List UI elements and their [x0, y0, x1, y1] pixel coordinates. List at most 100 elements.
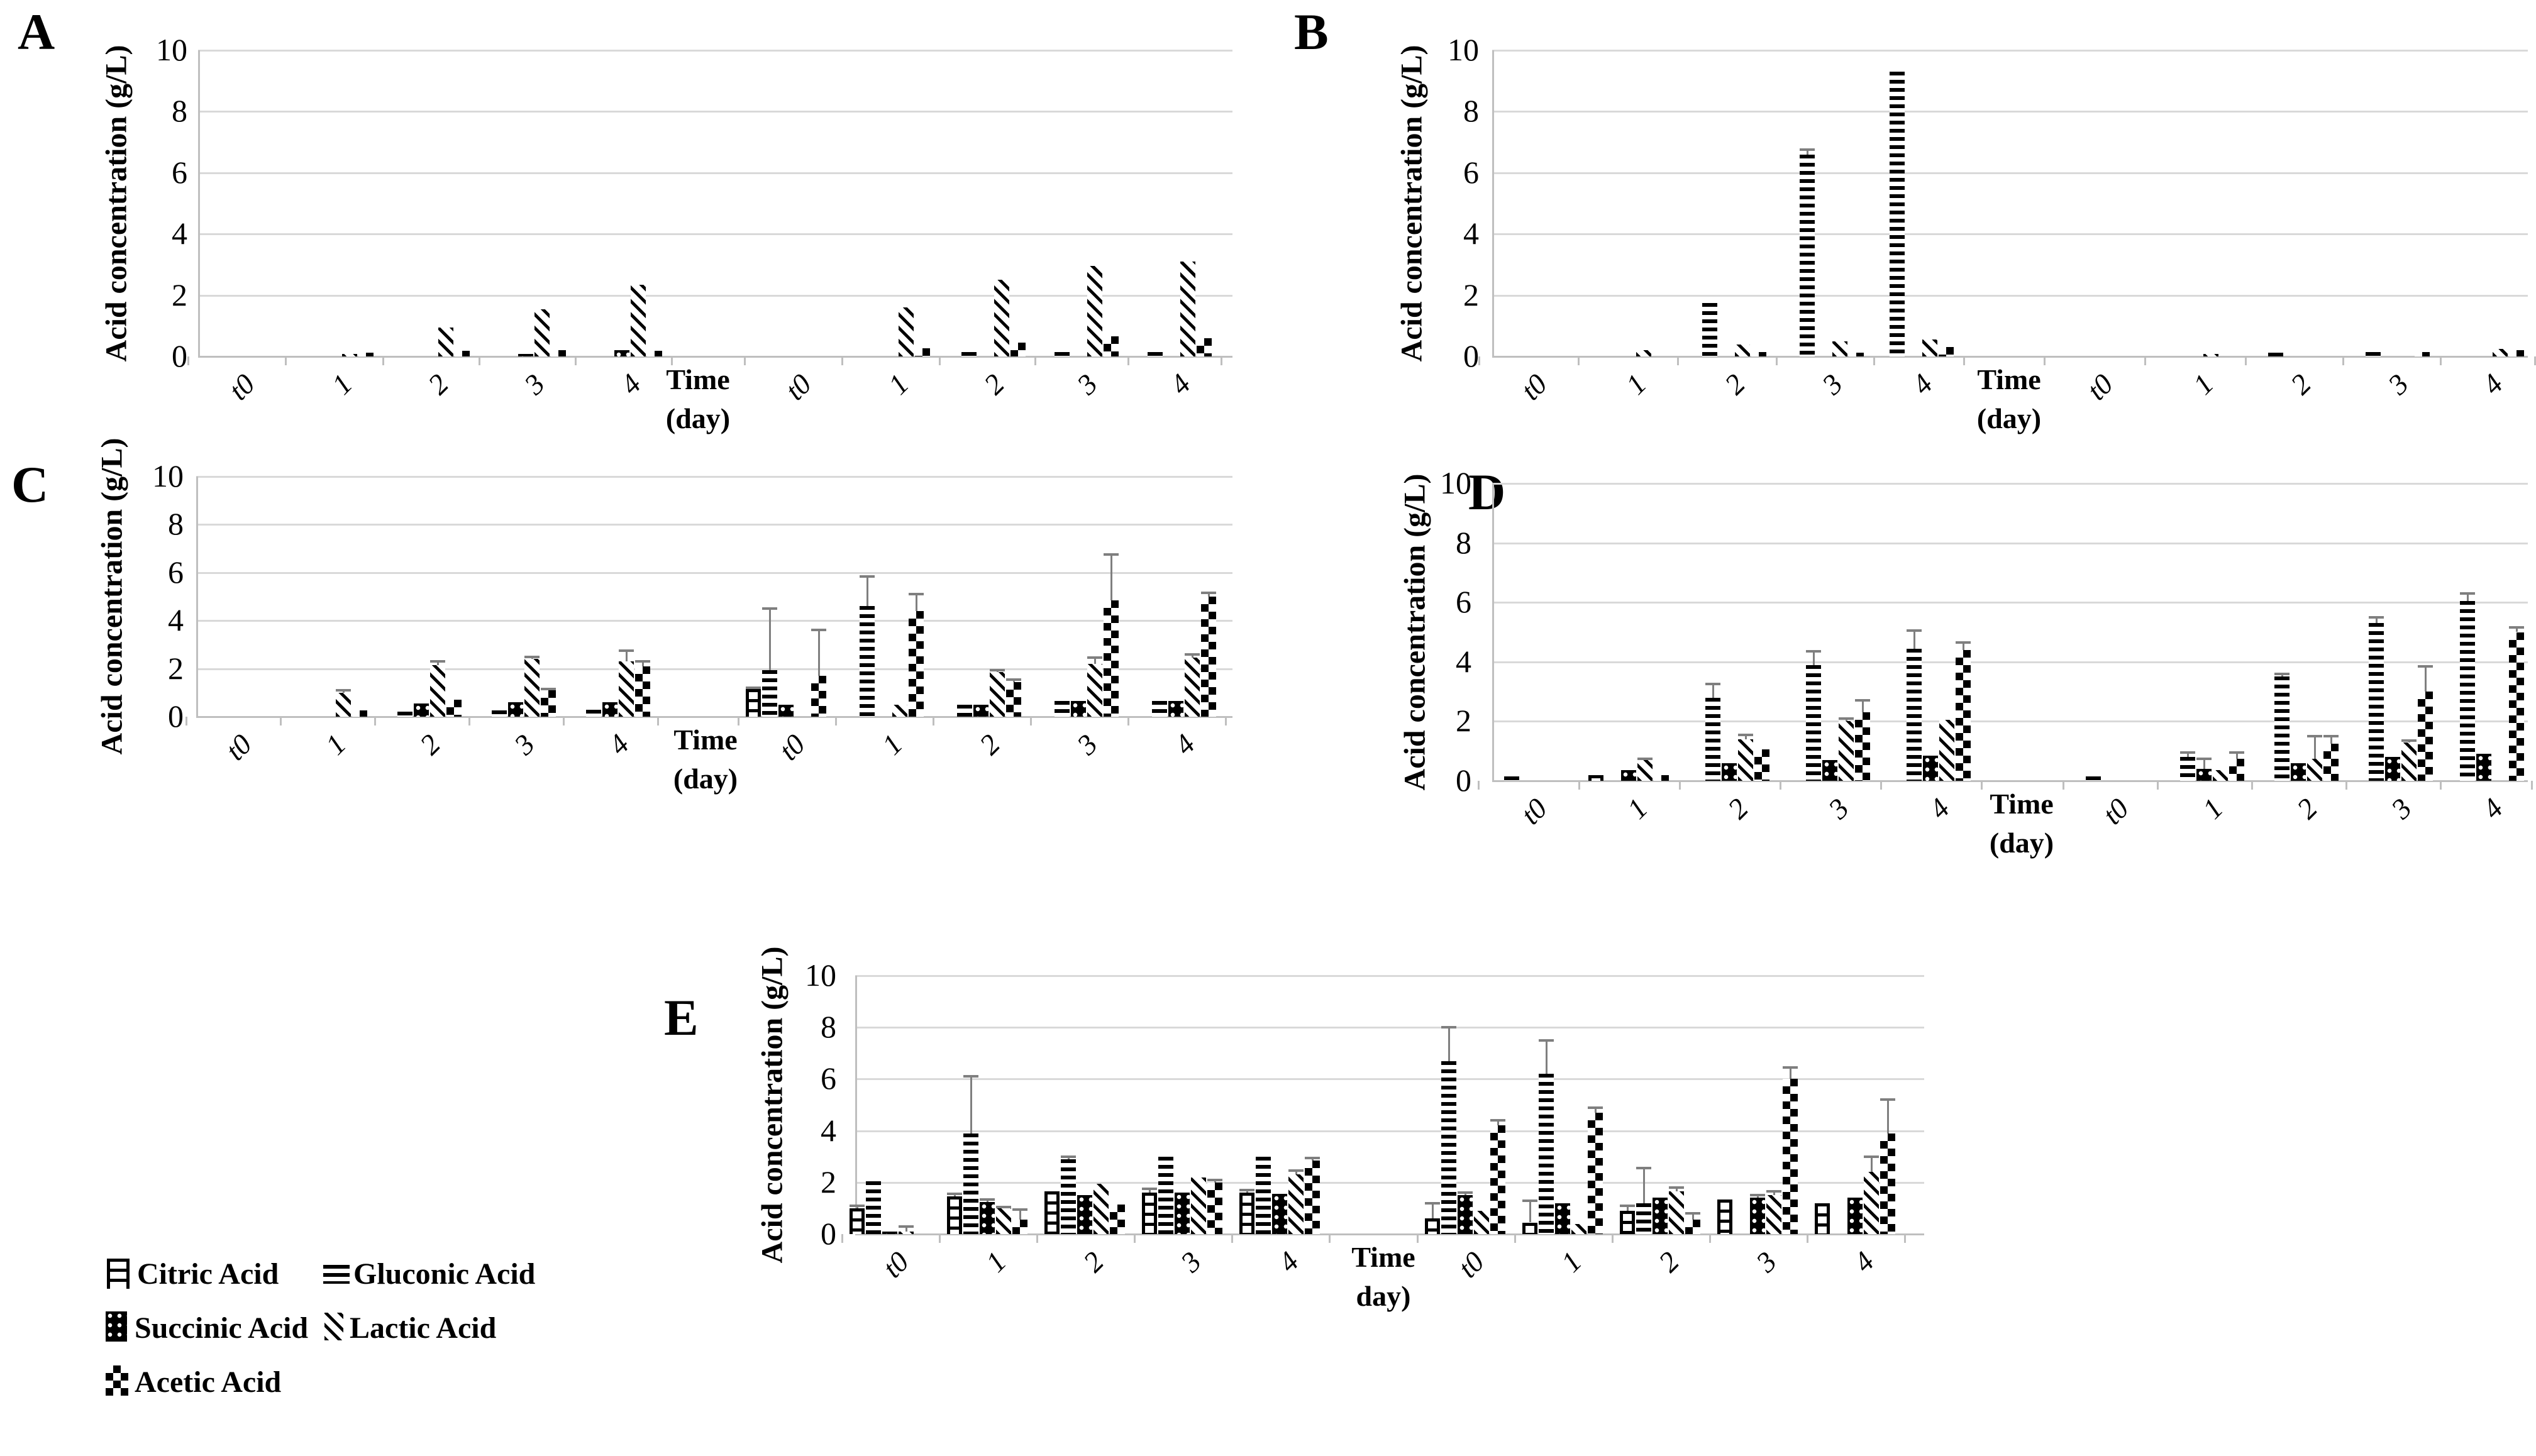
x-tick-label: 1 — [2196, 791, 2229, 825]
x-tick-label: 4 — [2476, 367, 2509, 401]
x-tick-mark — [1231, 1234, 1233, 1243]
bar-gluconic — [586, 709, 601, 717]
x-tick-mark — [2144, 356, 2146, 365]
y-tick-label: 6 — [168, 554, 184, 590]
bar-acetic — [446, 700, 462, 717]
bar-lactic — [1939, 720, 1954, 781]
error-bar-line — [1887, 1100, 1889, 1133]
x-tick-mark — [938, 356, 941, 365]
gridline-y6 — [1492, 602, 2528, 604]
bar-lactic — [524, 659, 540, 717]
error-bar-cap — [1766, 1190, 1781, 1193]
x-tick-label: 3 — [2384, 791, 2418, 825]
error-bar-line — [1448, 1027, 1450, 1061]
gridline-y8 — [1492, 542, 2528, 544]
error-bar-line — [1149, 1189, 1151, 1193]
legend-label-gluconic: Gluconic Acid — [353, 1257, 536, 1291]
x-axis-label-time: Time — [1990, 788, 2054, 820]
y-tick-label: 4 — [168, 602, 184, 638]
bar-gluconic — [957, 704, 972, 717]
error-bar-cap — [1522, 1199, 1537, 1202]
gridline-y4 — [196, 620, 1232, 622]
bar-lactic — [1738, 739, 1753, 781]
x-tick-mark — [478, 356, 480, 365]
error-bar-line — [1497, 1120, 1499, 1126]
y-tick-label: 6 — [1463, 154, 1479, 190]
x-tick-mark — [1780, 781, 1781, 790]
error-bar-line — [2187, 753, 2189, 758]
error-bar-line — [1773, 1191, 1775, 1196]
bar-citric — [1044, 1191, 1060, 1234]
bar-succinic — [980, 1201, 995, 1234]
bar-acetic — [1201, 597, 1216, 717]
bar-gluconic — [2086, 776, 2101, 781]
error-bar-cap — [336, 688, 351, 692]
bar-lactic — [1839, 721, 1854, 781]
bar-acetic — [2229, 758, 2244, 781]
error-bar-line — [905, 1226, 907, 1232]
error-bar-cap — [1142, 1188, 1157, 1191]
error-bar-cap — [1685, 1212, 1700, 1215]
error-bar-line — [2203, 758, 2205, 769]
bar-gluconic — [860, 606, 875, 717]
error-bar-cap — [1441, 1026, 1456, 1029]
x-tick-mark — [1806, 1234, 1808, 1243]
bar-lactic — [1669, 1191, 1684, 1234]
error-bar-cap — [2180, 751, 2195, 754]
bar-acetic — [647, 351, 662, 356]
bar-succinic — [1458, 1195, 1473, 1234]
bar-acetic — [1197, 338, 1212, 356]
bar-citric — [850, 1208, 865, 1234]
y-tick-label: 2 — [1456, 703, 1471, 739]
error-bar-cap — [963, 1075, 978, 1078]
error-bar-line — [1963, 643, 1964, 650]
x-tick-mark — [2345, 781, 2347, 790]
bar-gluconic — [2460, 600, 2475, 781]
bar-acetic — [1110, 1204, 1125, 1234]
bar-succinic — [414, 703, 429, 717]
bar-succinic — [1621, 770, 1636, 781]
x-tick-mark — [1514, 1234, 1516, 1243]
error-bar-cap — [541, 688, 556, 691]
x-tick-label: 3 — [1070, 367, 1104, 401]
error-bar-line — [1862, 700, 1864, 713]
x-tick-mark — [737, 717, 739, 725]
y-axis-line — [198, 50, 200, 356]
error-bar-cap — [996, 1205, 1011, 1208]
x-tick-label: 4 — [1905, 367, 1939, 401]
bar-acetic — [635, 666, 650, 717]
bar-lactic — [996, 1208, 1011, 1234]
panel-letter-B: B — [1294, 3, 1329, 60]
bar-lactic — [899, 307, 914, 356]
error-bar-cap — [1806, 650, 1821, 653]
error-bar-cap — [1539, 1039, 1554, 1042]
error-bar-line — [2281, 673, 2283, 677]
y-tick-label: 0 — [821, 1216, 836, 1251]
x-tick-mark — [2440, 781, 2442, 790]
x-axis-label-time: Time — [1351, 1241, 1415, 1273]
x-tick-label: 3 — [1822, 791, 1855, 825]
error-bar-line — [818, 630, 820, 676]
x-tick-mark — [1981, 781, 1983, 790]
x-tick-label: 4 — [2476, 791, 2509, 825]
bar-acetic — [909, 610, 924, 717]
error-bar-cap — [635, 660, 650, 663]
bar-lactic — [1636, 350, 1651, 356]
x-tick-label: 3 — [1070, 727, 1104, 761]
bar-gluconic — [2369, 623, 2384, 781]
bar-acetic — [811, 676, 826, 717]
bar-gluconic — [1705, 697, 1720, 781]
bar-citric — [1717, 1199, 1732, 1234]
bar-lactic — [2203, 354, 2218, 356]
panel-letter-A: A — [18, 3, 55, 60]
x-tick-mark — [2342, 356, 2344, 365]
bar-lactic — [619, 661, 634, 717]
error-bar-cap — [2369, 615, 2384, 619]
y-tick-label: 2 — [1463, 277, 1479, 312]
y-tick-label: 4 — [1463, 216, 1479, 251]
bar-gluconic — [1055, 701, 1070, 717]
x-axis-label-day: (day) — [673, 763, 738, 795]
error-bar-line — [2314, 736, 2316, 759]
error-bar-line — [1846, 718, 1847, 722]
